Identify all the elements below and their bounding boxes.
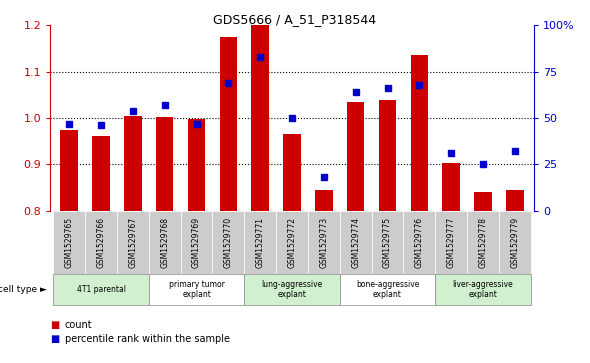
Text: lung-aggressive
explant: lung-aggressive explant — [261, 280, 323, 299]
Text: GSM1529772: GSM1529772 — [287, 217, 297, 268]
Text: percentile rank within the sample: percentile rank within the sample — [65, 334, 230, 344]
Text: GSM1529765: GSM1529765 — [65, 217, 74, 268]
Bar — [219, 37, 237, 211]
Text: GDS5666 / A_51_P318544: GDS5666 / A_51_P318544 — [214, 13, 376, 26]
Text: GSM1529770: GSM1529770 — [224, 217, 233, 268]
Bar — [379, 101, 396, 211]
Text: liver-aggressive
explant: liver-aggressive explant — [453, 280, 513, 299]
Bar — [124, 116, 142, 211]
Bar — [442, 163, 460, 211]
Text: GSM1529774: GSM1529774 — [351, 217, 360, 268]
Bar — [315, 190, 333, 211]
Bar — [156, 117, 173, 211]
Bar — [251, 23, 269, 211]
Text: count: count — [65, 320, 93, 330]
Text: GSM1529771: GSM1529771 — [255, 217, 265, 268]
Bar — [506, 190, 523, 211]
Text: GSM1529773: GSM1529773 — [319, 217, 329, 268]
Text: GSM1529769: GSM1529769 — [192, 217, 201, 268]
Bar — [188, 119, 205, 211]
Bar — [474, 192, 492, 211]
Bar — [411, 56, 428, 211]
Text: cell type ►: cell type ► — [0, 285, 47, 294]
Text: GSM1529775: GSM1529775 — [383, 217, 392, 268]
Text: GSM1529766: GSM1529766 — [97, 217, 106, 268]
Text: GSM1529779: GSM1529779 — [510, 217, 519, 268]
Text: primary tumor
explant: primary tumor explant — [169, 280, 225, 299]
Text: GSM1529767: GSM1529767 — [129, 217, 137, 268]
Text: GSM1529776: GSM1529776 — [415, 217, 424, 268]
Text: GSM1529777: GSM1529777 — [447, 217, 455, 268]
Bar — [61, 130, 78, 211]
Bar — [92, 136, 110, 211]
Text: GSM1529768: GSM1529768 — [160, 217, 169, 268]
Text: bone-aggressive
explant: bone-aggressive explant — [356, 280, 419, 299]
Bar — [347, 102, 365, 211]
Text: 4T1 parental: 4T1 parental — [77, 285, 126, 294]
Text: ■: ■ — [50, 334, 60, 344]
Text: GSM1529778: GSM1529778 — [478, 217, 487, 268]
Text: ■: ■ — [50, 320, 60, 330]
Bar — [283, 134, 301, 211]
